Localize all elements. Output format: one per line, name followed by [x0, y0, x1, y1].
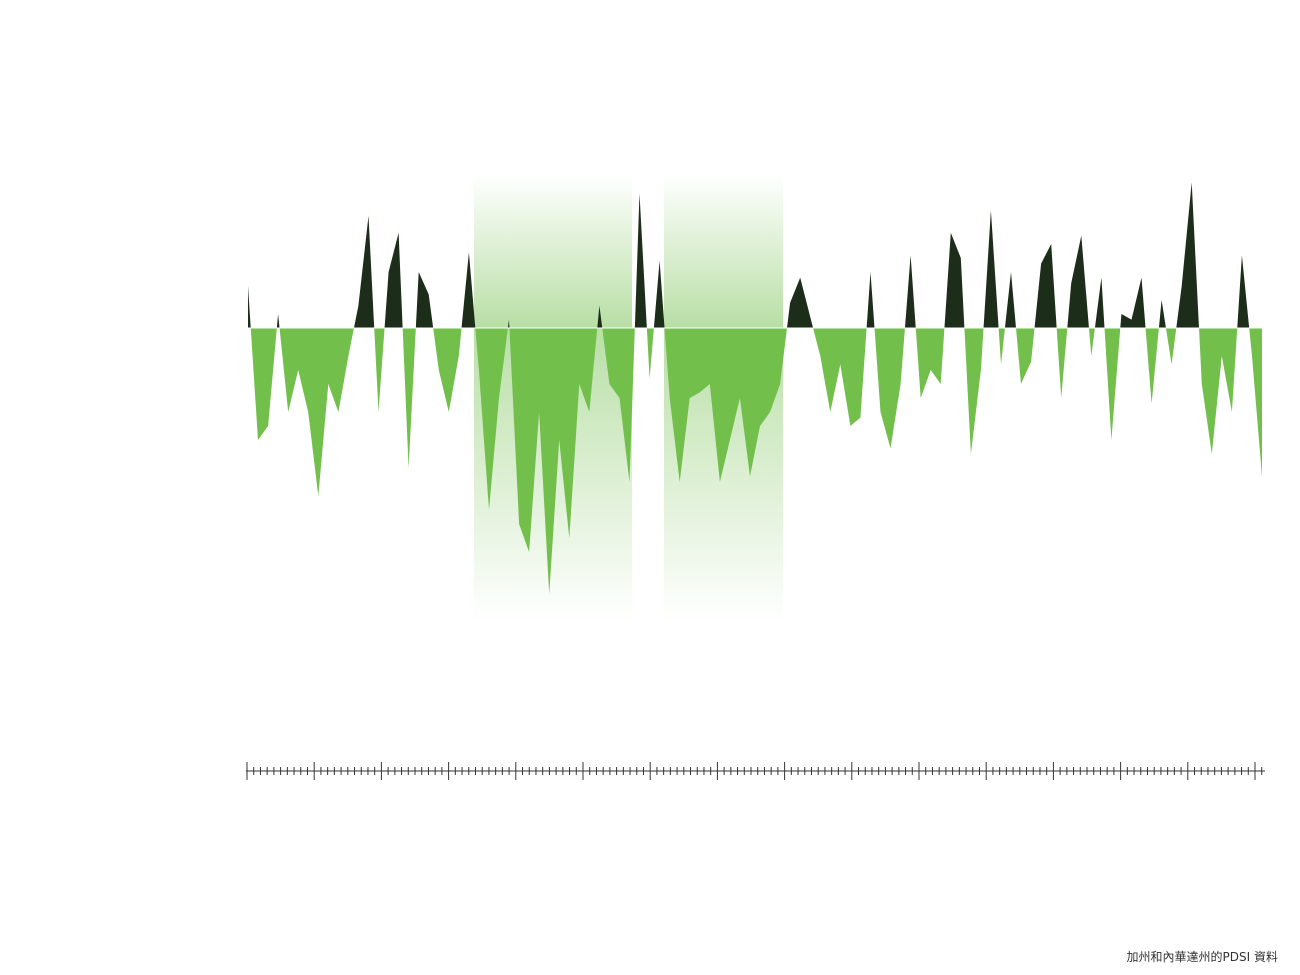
plot	[246, 182, 1264, 594]
source-note: 加州和內華達州的PDSI 資料	[1126, 950, 1278, 964]
x-axis	[246, 762, 1265, 780]
negative-area	[248, 328, 1262, 594]
positive-area	[248, 182, 1262, 328]
